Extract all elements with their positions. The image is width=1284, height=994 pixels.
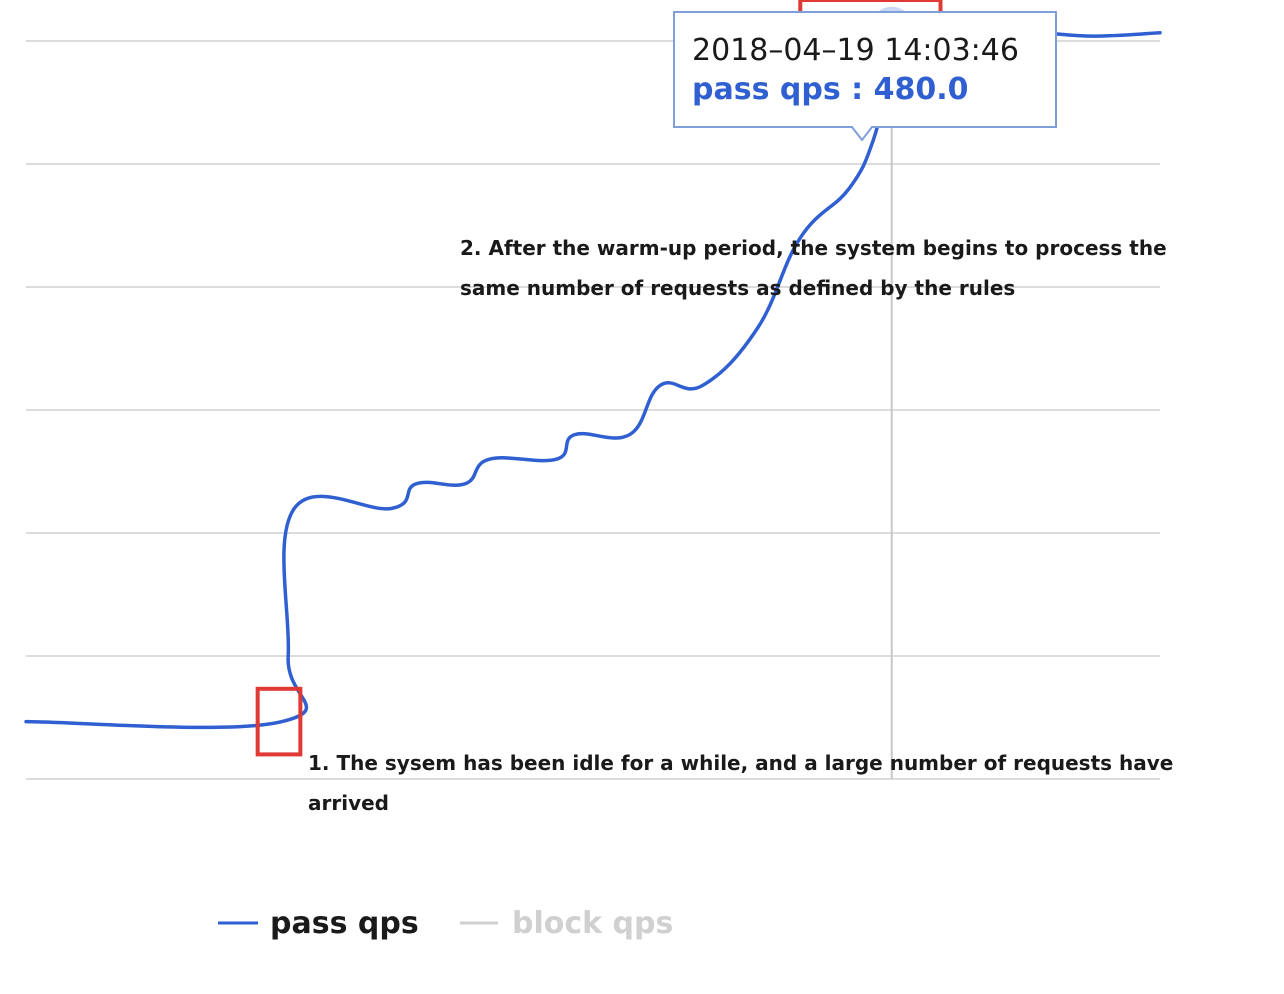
series-layer	[24, 26, 1162, 730]
legend-label-pass-qps: pass qps	[270, 906, 419, 941]
annotation-second-line2: same number of requests as defined by th…	[460, 276, 1015, 300]
annotation-second-line1: 2. After the warm-up period, the system …	[460, 236, 1167, 260]
tooltip-value-number: 480.0	[874, 72, 969, 107]
tooltip-box	[673, 11, 1057, 142]
legend-item-pass-qps[interactable]: pass qps	[218, 906, 419, 941]
annotation-first-line1: 1. The sysem has been idle for a while, …	[308, 751, 1173, 775]
tooltip-value: pass qps : 480.0	[692, 72, 968, 107]
tooltip-separator: :	[841, 72, 874, 107]
tooltip-time: 2018–04–19 14:03:46	[692, 33, 1019, 68]
grid-layer	[26, 40, 1160, 780]
series-line-pass-qps	[24, 26, 1162, 730]
annotation-first-line2: arrived	[308, 791, 389, 815]
legend-item-block-qps[interactable]: block qps	[460, 906, 673, 941]
highlight-box-1	[255, 686, 303, 757]
tooltip-series-label: pass qps	[692, 72, 841, 107]
tooltip: 2018–04–19 14:03:46 pass qps : 480.0	[673, 11, 1057, 142]
legend: pass qps block qps	[218, 906, 673, 941]
annotation-first: 1. The sysem has been idle for a while, …	[308, 751, 1173, 815]
legend-label-block-qps: block qps	[512, 906, 673, 941]
annotation-second: 2. After the warm-up period, the system …	[460, 236, 1167, 300]
